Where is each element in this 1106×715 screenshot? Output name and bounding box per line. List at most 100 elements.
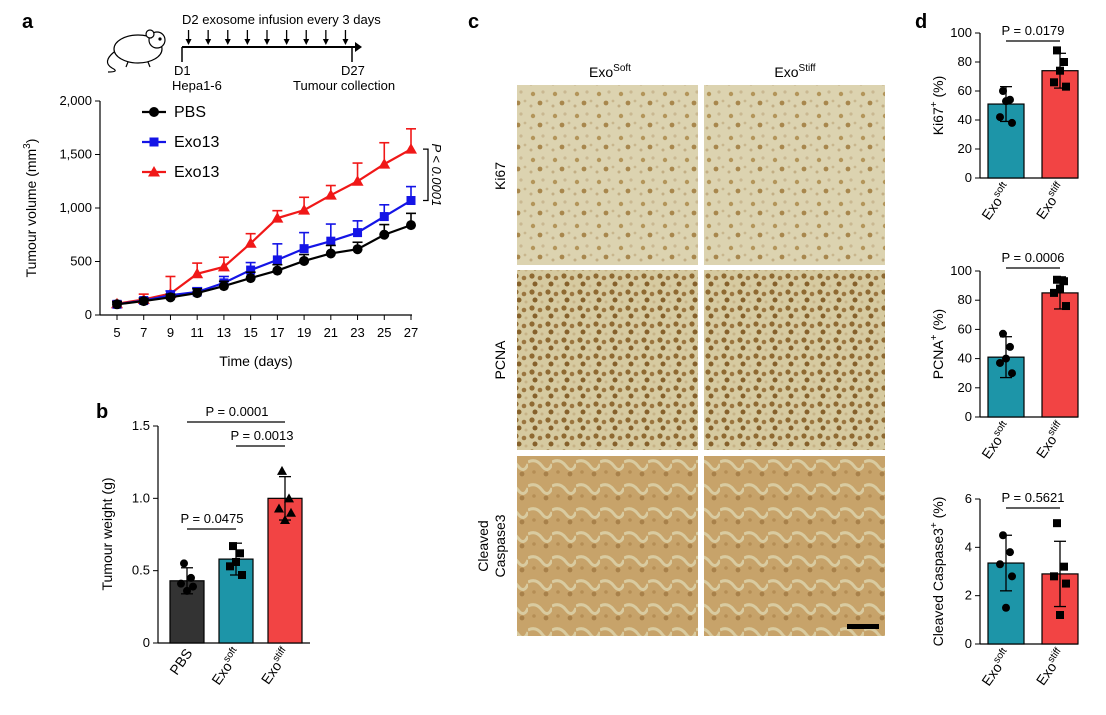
x-tick-label: 27 [404, 325, 418, 340]
data-point [1053, 519, 1061, 528]
comparison-label: P = 0.0006 [1001, 250, 1064, 265]
micrograph-ki67-soft [517, 85, 698, 265]
y-tick-label: 0 [965, 170, 972, 185]
panel-label-d: d [915, 11, 927, 33]
data-point [325, 248, 336, 259]
caspase3-quant-chart: 0 2 4 6 Cleaved Caspase3+ (%) Exosoft Exostiff… [929, 490, 1079, 689]
data-point [999, 87, 1007, 95]
y-tick-label: 80 [958, 54, 972, 69]
scale-bar [847, 624, 879, 629]
data-point [277, 465, 287, 475]
data-point [180, 559, 188, 568]
series-1 [112, 185, 416, 309]
data-point [1002, 97, 1010, 106]
data-point [353, 228, 363, 238]
data-point [1002, 354, 1010, 363]
y-tick-label: 40 [958, 351, 972, 366]
data-point [299, 255, 310, 266]
significance-annotation: P < 0.0001 [429, 143, 444, 206]
data-point [192, 288, 203, 299]
data-point [996, 560, 1004, 569]
data-point [189, 582, 197, 591]
data-point [1062, 302, 1070, 311]
data-point [177, 579, 185, 588]
micrograph-col-header-stiff: ExoStiff [774, 63, 815, 80]
infusion-arrow-head [244, 39, 251, 45]
schedule-timeline: D2 exosome infusion every 3 days D1 Hepa… [106, 12, 395, 93]
micrograph-row-label-caspase-2: Caspase3 [492, 514, 508, 577]
micrograph-row-label-ki67: Ki67 [492, 162, 508, 190]
data-point [183, 586, 191, 595]
schedule-end-sublabel: Tumour collection [293, 78, 395, 93]
comparison-label: P = 0.0179 [1001, 23, 1064, 38]
schedule-end-label: D27 [341, 63, 365, 78]
legend-marker [149, 107, 159, 117]
micrograph-ki67-stiff [704, 85, 885, 265]
x-tick-label: PBS [166, 646, 195, 678]
x-axis-label: Time (days) [219, 353, 292, 369]
x-tick-label: Exosoft [207, 645, 244, 688]
y-tick-label: 60 [958, 321, 972, 336]
timeline-arrowhead [355, 42, 362, 52]
legend-label: Exo13 [174, 164, 219, 181]
mouse-icon [106, 29, 166, 73]
schedule-start-sublabel: Hepa1-6 [172, 78, 222, 93]
data-point [378, 158, 391, 169]
y-tick-label: 40 [958, 112, 972, 127]
x-tick-label: Exostiff [1032, 180, 1069, 222]
data-point [217, 260, 230, 272]
data-point [271, 212, 284, 223]
y-axis-label: PCNA+ (%) [929, 309, 946, 379]
data-point [1056, 66, 1064, 75]
y-tick-label: 1.0 [132, 490, 150, 505]
series-0 [112, 212, 416, 310]
infusion-arrow-head [303, 39, 310, 45]
pcna-quant-chart: 0 20 40 60 80 100 PCNA+ (%) Exosoft Exostiff P = … [929, 250, 1079, 462]
data-point [405, 143, 417, 154]
data-point [165, 292, 176, 303]
data-point [138, 296, 149, 307]
y-tick-label: 2 [965, 588, 972, 603]
y-tick-label: 100 [950, 25, 972, 40]
data-point [379, 229, 390, 240]
data-point [274, 503, 284, 513]
data-point [1050, 288, 1058, 297]
schedule-start-label: D1 [174, 63, 191, 78]
infusion-arrow-head [185, 39, 192, 45]
data-point [244, 237, 257, 248]
data-point [1056, 611, 1064, 619]
data-point [238, 571, 246, 580]
data-point [299, 244, 309, 254]
x-tick-label: 9 [167, 325, 174, 340]
y-tick-label: 1.5 [132, 418, 150, 433]
x-tick-label: 5 [113, 325, 120, 340]
data-point [1060, 58, 1068, 66]
data-point [236, 549, 244, 558]
data-point [996, 113, 1004, 122]
data-point [1050, 572, 1058, 581]
series-line [116, 199, 412, 306]
micrograph-caspase-stiff [704, 456, 885, 636]
micrograph-row-label-pcna: PCNA [492, 340, 508, 380]
data-point [286, 507, 296, 517]
x-tick-label: Exosoft [977, 180, 1014, 223]
x-tick-label: 23 [350, 325, 364, 340]
y-tick-label: 1,000 [59, 200, 92, 215]
data-point [1050, 78, 1058, 87]
x-tick-label: Exostiff [1032, 419, 1069, 461]
data-point [232, 557, 240, 566]
y-tick-label: 500 [70, 254, 92, 269]
data-point [1056, 284, 1064, 293]
y-tick-label: 20 [958, 141, 972, 156]
data-point [187, 573, 195, 582]
data-point [379, 212, 389, 222]
y-tick-label: 2,000 [59, 93, 92, 108]
comparison-label: P = 0.5621 [1001, 490, 1064, 505]
infusion-arrow-head [264, 39, 270, 45]
data-point [1002, 603, 1010, 612]
y-axis-label: Ki67+ (%) [929, 76, 946, 136]
data-point [406, 196, 416, 206]
tumour-weight-chart: 0 0.5 1.0 1.5 Tumour weight (g) PBS Exosoft Exo… [99, 404, 310, 688]
y-tick-label: 20 [958, 380, 972, 395]
x-tick-label: 21 [324, 325, 338, 340]
